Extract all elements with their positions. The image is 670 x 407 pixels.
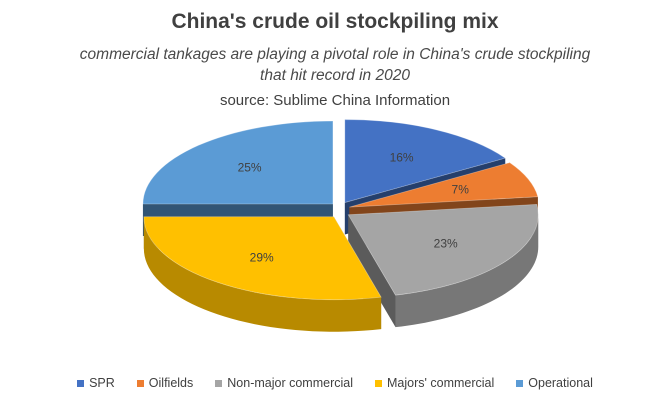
- pie-slice-side-2: [348, 214, 396, 328]
- pie-slice-wall-2: [395, 214, 539, 328]
- legend-swatch-3: [375, 379, 382, 387]
- legend-swatch-1: [136, 379, 144, 387]
- pie-slice-1: [349, 162, 539, 208]
- legend-item-3: Majors' commercial: [375, 376, 494, 390]
- pie-slice-2: [347, 203, 539, 296]
- legend-item-2: Non-major commercial: [215, 376, 353, 390]
- legend-swatch-4: [516, 379, 524, 387]
- data-label-4: 25%: [238, 161, 262, 175]
- pie-slice-4: [142, 120, 334, 205]
- legend-swatch-2: [215, 379, 223, 387]
- legend-item-1: Oilfields: [136, 376, 194, 390]
- data-label-1: 7%: [452, 183, 470, 197]
- pie-slice-wall-3: [143, 216, 382, 332]
- legend-label-1: Oilfields: [148, 376, 194, 390]
- legend-label-0: SPR: [89, 376, 115, 390]
- pie-slice-3: [143, 216, 382, 301]
- legend-item-4: Operational: [516, 376, 593, 390]
- data-label-3: 29%: [250, 250, 274, 264]
- data-label-0: 16%: [390, 151, 414, 165]
- legend-swatch-0: [77, 379, 85, 387]
- data-label-2: 23%: [434, 237, 458, 251]
- legend-item-0: SPR: [77, 376, 115, 390]
- legend-label-3: Majors' commercial: [387, 376, 495, 390]
- chart-source: source: Sublime China Information: [219, 92, 451, 109]
- chart-subtitle: commercial tankages are playing a pivota…: [79, 46, 591, 84]
- legend-label-4: Operational: [528, 376, 593, 390]
- chart-title: China's crude oil stockpiling mix: [171, 10, 499, 33]
- legend: SPR Oilfields Non-major commercial Majors' …: [0, 376, 670, 390]
- pie-slice-0: [344, 119, 507, 204]
- legend-label-2: Non-major commercial: [227, 376, 353, 390]
